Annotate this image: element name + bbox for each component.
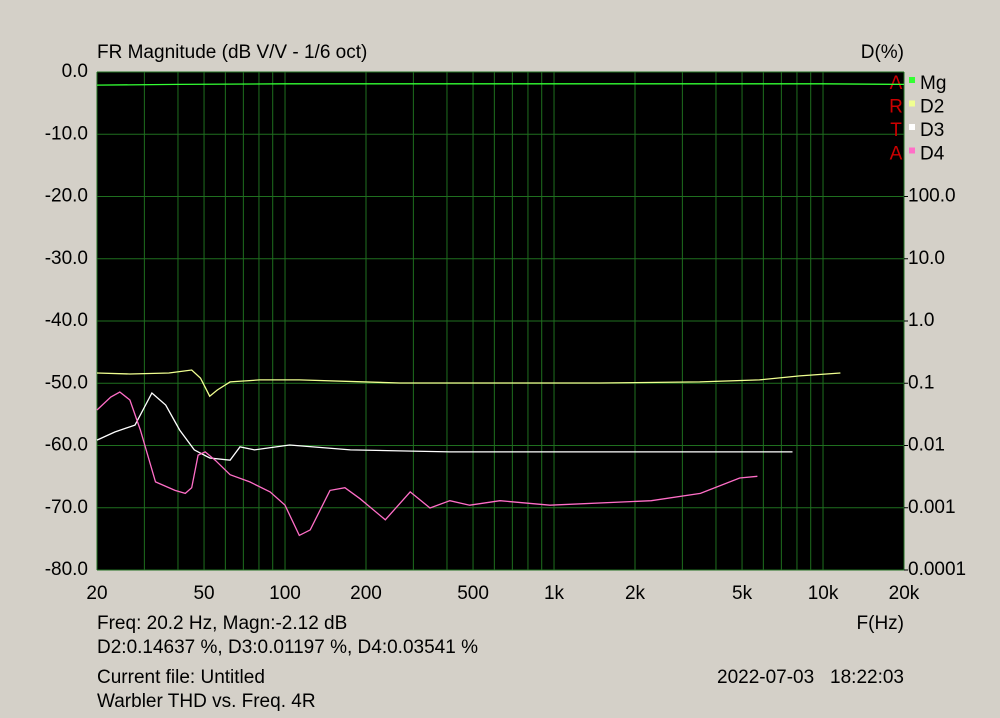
y2-tick-label: 0.1 xyxy=(908,372,934,393)
file-line: Current file: Untitled xyxy=(97,667,265,688)
legend-label: D4 xyxy=(920,144,945,165)
y2-tick-label: 0.01 xyxy=(908,435,945,456)
x-tick-label: 5k xyxy=(732,583,753,604)
y2-tick-label: 100.0 xyxy=(908,186,956,207)
x-tick-label: 20 xyxy=(86,583,107,604)
x-tick-label: 500 xyxy=(457,583,489,604)
y-tick-label: -80.0 xyxy=(45,559,88,580)
series-line xyxy=(96,83,905,86)
cursor-line: Freq: 20.2 Hz, Magn:-2.12 dB xyxy=(97,613,347,634)
y2-axis-label: D(%) xyxy=(861,42,904,63)
series-line xyxy=(96,369,841,398)
x-tick-label: 20k xyxy=(889,583,920,604)
x-tick-label: 10k xyxy=(808,583,839,604)
legend-swatch xyxy=(909,147,915,154)
y-tick-label: 0.0 xyxy=(62,61,88,82)
x-tick-label: 200 xyxy=(350,583,382,604)
y-tick-label: -50.0 xyxy=(45,372,88,393)
y-tick-label: -40.0 xyxy=(45,310,88,331)
cursor-line: D2:0.14637 %, D3:0.01197 %, D4:0.03541 % xyxy=(97,637,478,658)
chart-title: FR Magnitude (dB V/V - 1/6 oct) xyxy=(97,42,367,63)
series-line xyxy=(96,391,758,537)
y-tick-label: -30.0 xyxy=(45,248,88,269)
timestamp: 2022-07-03 18:22:03 xyxy=(717,667,904,688)
watermark-letter: T xyxy=(890,120,902,141)
legend-label: Mg xyxy=(920,73,946,94)
x-tick-label: 1k xyxy=(544,583,565,604)
y-tick-label: -20.0 xyxy=(45,186,88,207)
y2-tick-label: 1.0 xyxy=(908,310,934,331)
y-tick-label: -70.0 xyxy=(45,497,88,518)
legend-label: D3 xyxy=(920,120,944,141)
x-tick-label: 2k xyxy=(625,583,646,604)
watermark-letter: A xyxy=(890,73,903,94)
y-tick-label: -60.0 xyxy=(45,435,88,456)
legend-swatch xyxy=(909,124,915,130)
watermark-letter: A xyxy=(890,144,903,165)
watermark-letter: R xyxy=(889,97,903,118)
series-line xyxy=(96,391,793,461)
legend-label: D2 xyxy=(920,97,944,118)
legend-swatch xyxy=(909,77,915,83)
y2-tick-label: 10.0 xyxy=(908,248,945,269)
x-tick-label: 100 xyxy=(269,583,301,604)
y2-tick-label: 0.0001 xyxy=(908,559,966,580)
legend-swatch xyxy=(909,100,915,107)
x-tick-label: 50 xyxy=(193,583,214,604)
file-line: Warbler THD vs. Freq. 4R xyxy=(97,691,316,712)
x-axis-label: F(Hz) xyxy=(857,613,904,634)
y2-tick-label: 0.001 xyxy=(908,497,956,518)
y-tick-label: -10.0 xyxy=(45,123,88,144)
